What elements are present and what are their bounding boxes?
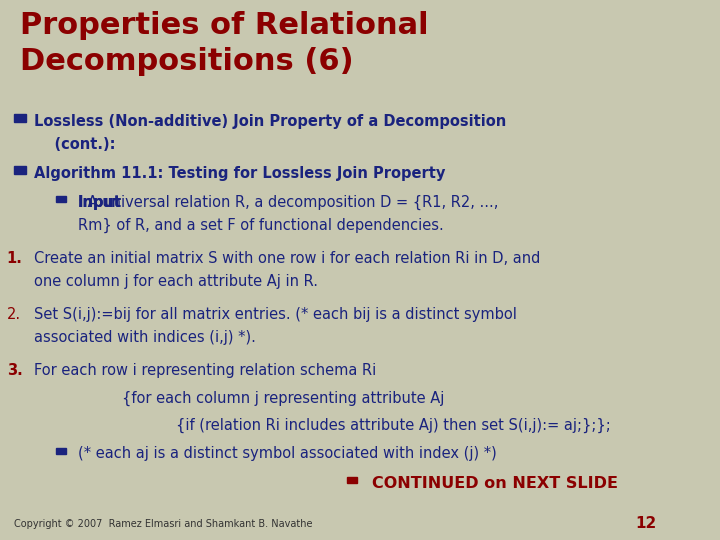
- Text: Properties of Relational
Decompositions (6): Properties of Relational Decompositions …: [20, 11, 429, 76]
- Bar: [14, 166, 27, 174]
- Bar: [56, 196, 66, 202]
- Text: {for each column j representing attribute Aj: {for each column j representing attribut…: [122, 390, 444, 406]
- Text: associated with indices (i,j) *).: associated with indices (i,j) *).: [34, 330, 256, 345]
- Bar: [14, 114, 27, 122]
- Text: Input: Input: [78, 195, 122, 210]
- Text: For each row i representing relation schema Ri: For each row i representing relation sch…: [34, 363, 376, 379]
- Text: 3.: 3.: [6, 363, 22, 379]
- Text: Create an initial matrix S with one row i for each relation Ri in D, and: Create an initial matrix S with one row …: [34, 251, 540, 266]
- Text: Set S(i,j):=bij for all matrix entries. (* each bij is a distinct symbol: Set S(i,j):=bij for all matrix entries. …: [34, 307, 517, 322]
- Text: (* each aj is a distinct symbol associated with index (j) *): (* each aj is a distinct symbol associat…: [78, 447, 497, 462]
- Text: Input: Input: [78, 195, 122, 210]
- Text: 1.: 1.: [6, 251, 22, 266]
- Text: CONTINUED on NEXT SLIDE: CONTINUED on NEXT SLIDE: [372, 476, 618, 490]
- Text: Copyright © 2007  Ramez Elmasri and Shamkant B. Navathe: Copyright © 2007 Ramez Elmasri and Shamk…: [14, 519, 312, 529]
- Text: 2.: 2.: [6, 307, 21, 322]
- Text: Rm} of R, and a set F of functional dependencies.: Rm} of R, and a set F of functional depe…: [78, 218, 444, 233]
- Text: one column j for each attribute Aj in R.: one column j for each attribute Aj in R.: [34, 274, 318, 289]
- Bar: [347, 477, 357, 483]
- Text: Lossless (Non-additive) Join Property of a Decomposition: Lossless (Non-additive) Join Property of…: [34, 114, 506, 129]
- Bar: [56, 448, 66, 454]
- Text: Algorithm 11.1: Testing for Lossless Join Property: Algorithm 11.1: Testing for Lossless Joi…: [34, 166, 445, 181]
- Text: (cont.):: (cont.):: [34, 137, 115, 152]
- Text: {if (relation Ri includes attribute Aj) then set S(i,j):= aj;};};: {if (relation Ri includes attribute Aj) …: [176, 417, 611, 433]
- Text: : A universal relation R, a decomposition D = {R1, R2, ...,: : A universal relation R, a decompositio…: [78, 195, 498, 210]
- Text: 12: 12: [635, 516, 657, 531]
